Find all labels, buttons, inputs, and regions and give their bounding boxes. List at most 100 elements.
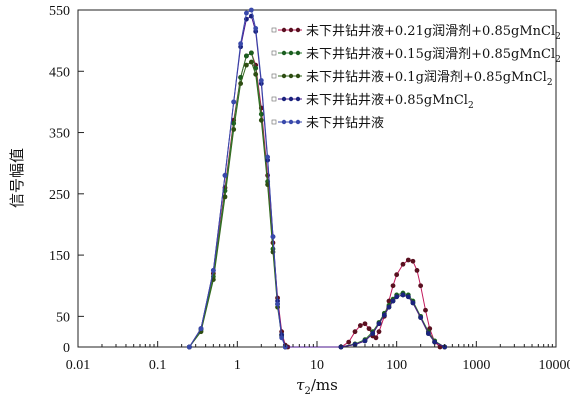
x-axis-label-unit: /ms (311, 376, 338, 394)
data-point (258, 78, 264, 83)
data-point (386, 304, 392, 310)
y-axis-ticks: 0 50 150 250 350 450 550 (49, 4, 84, 356)
series-layer (186, 7, 448, 350)
data-point (231, 99, 237, 105)
legend-label-subscript: 2 (555, 32, 561, 42)
legend-entry-3: 未下井钻井液+0.1g润滑剂+0.85gMnCl2 (271, 70, 553, 88)
data-point (405, 257, 411, 263)
legend-marker (271, 50, 277, 56)
data-point (248, 7, 254, 13)
legend-entry-4: 未下井钻井液+0.85gMnCl2 (271, 93, 474, 111)
data-point (346, 339, 352, 345)
x-axis-label: τ2/ms (296, 376, 338, 397)
y-tick-label: 150 (49, 249, 70, 264)
legend-marker (271, 96, 277, 102)
legend-dot (281, 73, 287, 79)
data-point (376, 321, 382, 327)
data-point (410, 300, 416, 306)
legend-entry-5: 未下井钻井液 (271, 116, 384, 131)
data-point (279, 335, 285, 341)
legend-label-subscript: 2 (468, 101, 474, 111)
series-5 (186, 7, 288, 350)
x-tick-label: 10 (310, 358, 324, 373)
legend-label: 未下井钻井液+0.15g润滑剂+0.85gMnCl2 (306, 47, 561, 65)
data-point (244, 53, 249, 59)
x-tick-label: 10000 (539, 358, 570, 373)
data-point (400, 292, 406, 298)
legend-label: 未下井钻井液+0.85gMnCl2 (306, 93, 474, 111)
legend-dot (295, 96, 301, 102)
data-point (244, 10, 249, 16)
data-point (275, 301, 280, 307)
data-point (425, 331, 431, 336)
data-point (394, 272, 400, 278)
y-tick-label: 250 (49, 188, 70, 203)
legend-dot (295, 27, 301, 33)
x-axis-label-subscript: 2 (304, 386, 310, 397)
legend-marker (271, 73, 277, 79)
data-point (373, 335, 379, 341)
data-point (366, 326, 372, 332)
x-tick-label: 100 (386, 358, 407, 373)
data-point (258, 111, 264, 117)
legend: 未下井钻井液+0.21g润滑剂+0.85gMnCl2未下井钻井液+0.15g润滑… (271, 24, 561, 131)
data-point (410, 258, 416, 264)
data-point (362, 338, 368, 344)
x-tick-label: 0.01 (66, 358, 91, 373)
data-point (253, 25, 259, 31)
legend-label-subscript: 2 (555, 55, 561, 65)
legend-dot (281, 119, 287, 125)
legend-dot (288, 50, 294, 56)
data-point (258, 117, 264, 123)
x-tick-label: 1000 (462, 358, 490, 373)
legend-dot (295, 73, 301, 79)
data-point (432, 339, 438, 345)
series-line (188, 9, 286, 348)
legend-label-text: 未下井钻井液+0.85gMnCl (306, 93, 468, 108)
data-point (418, 283, 424, 289)
data-point (238, 41, 244, 47)
legend-label-text: 未下井钻井液+0.21g润滑剂+0.85gMnCl (306, 24, 555, 39)
data-point (394, 294, 400, 300)
legend-entry-2: 未下井钻井液+0.15g润滑剂+0.85gMnCl2 (271, 47, 561, 65)
data-point (390, 298, 396, 304)
data-point (186, 344, 192, 350)
legend-label-text: 未下井钻井液+0.1g润滑剂+0.85gMnCl (306, 70, 547, 85)
legend-dot (281, 27, 287, 33)
data-point (231, 127, 237, 132)
data-point (198, 326, 204, 332)
data-point (390, 283, 396, 289)
legend-marker (271, 119, 277, 125)
data-point (418, 315, 424, 320)
legend-label-subscript: 2 (547, 78, 553, 88)
y-tick-label: 350 (49, 127, 70, 142)
legend-dot (295, 119, 301, 125)
data-point (210, 268, 216, 273)
data-point (386, 298, 392, 304)
legend-label-text: 未下井钻井液 (306, 116, 384, 131)
data-point (270, 234, 276, 240)
data-point (248, 59, 254, 65)
x-axis-label-symbol: τ (296, 376, 305, 394)
x-axis-ticks: 0.01 0.1 1 10 100 1000 10000 (66, 341, 570, 373)
y-tick-label: 450 (49, 65, 70, 80)
data-point (222, 173, 228, 178)
legend-dot (288, 73, 294, 79)
data-point (370, 331, 376, 336)
data-point (253, 71, 259, 77)
x-tick-label: 0.1 (149, 358, 167, 373)
legend-entry-1: 未下井钻井液+0.21g润滑剂+0.85gMnCl2 (271, 24, 561, 42)
y-tick-label: 550 (49, 4, 70, 19)
legend-dot (295, 50, 301, 56)
data-point (238, 81, 244, 86)
y-tick-label: 0 (63, 341, 70, 356)
data-point (222, 194, 228, 200)
data-point (423, 307, 428, 313)
legend-dot (288, 96, 294, 102)
y-tick-label: 50 (56, 310, 70, 325)
data-point (405, 294, 411, 300)
data-point (265, 154, 271, 160)
legend-dot (281, 96, 287, 102)
x-tick-label: 1 (234, 358, 241, 373)
